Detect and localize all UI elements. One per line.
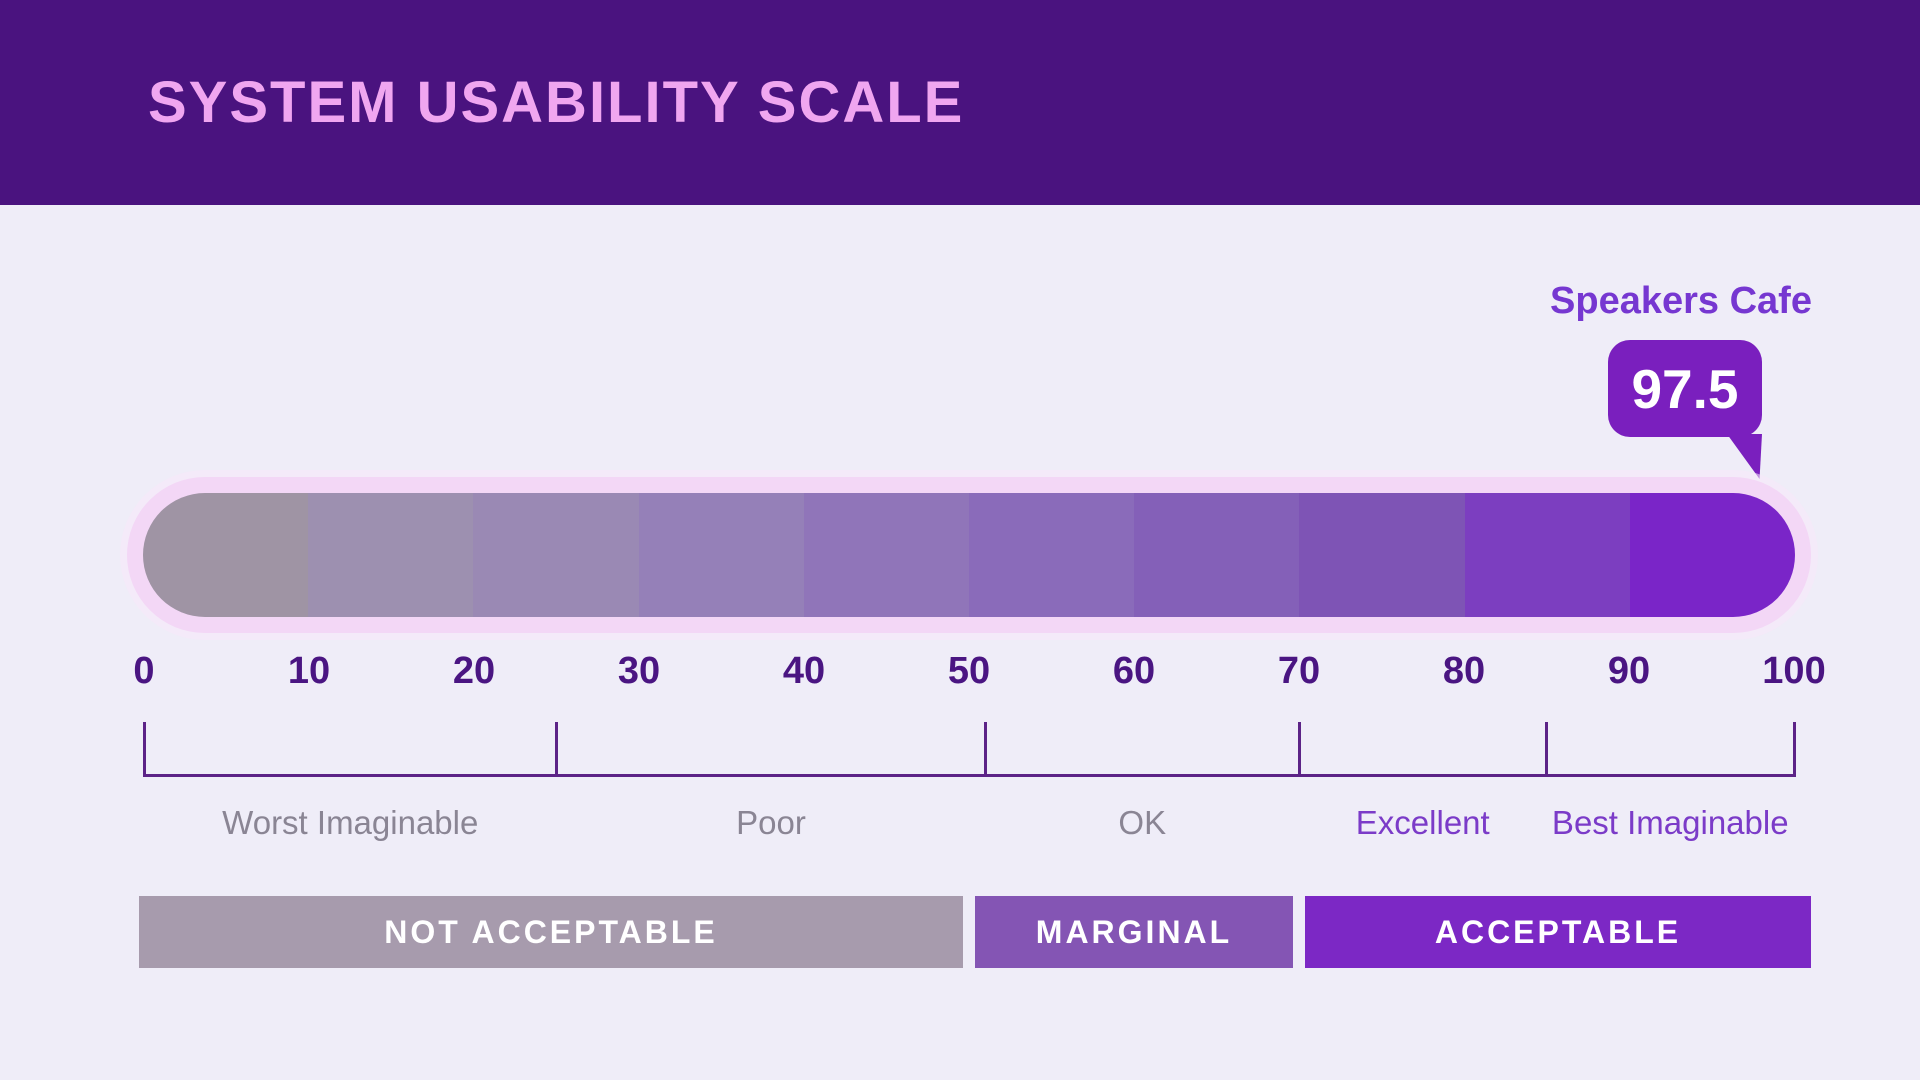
axis-tick-label-50: 50	[947, 650, 991, 692]
zone-bracket-tick-70	[1297, 722, 1301, 777]
axis-tick-label-30: 30	[617, 650, 661, 692]
axis-tick-labels: 0 10 20 30 40 50 60 70 80 90 100	[0, 652, 1920, 694]
scale-segment-10-20	[308, 493, 474, 617]
axis-tick-label-100: 100	[1762, 650, 1826, 692]
scale-track	[143, 493, 1795, 617]
axis-tick-label-0: 0	[133, 650, 155, 692]
axis-tick-label-90: 90	[1607, 650, 1651, 692]
acceptability-bar-label: MARGINAL	[1035, 913, 1233, 950]
scale-track-ring	[127, 477, 1811, 633]
zone-label-best-imaginable: Best Imaginable	[1551, 804, 1789, 841]
score-bubble-tail-icon	[1727, 434, 1762, 479]
zone-label-worst-imaginable: Worst Imaginable	[222, 804, 479, 841]
scale-segment-70-80	[1299, 493, 1465, 617]
score-value: 97.5	[1631, 357, 1739, 420]
axis-tick-label-70: 70	[1277, 650, 1321, 692]
scale-segment-40-50	[803, 493, 970, 617]
acceptability-bar-not-acceptable: NOT ACCEPTABLE	[139, 896, 963, 968]
zone-label-poor: Poor	[736, 804, 806, 841]
axis-tick-label-80: 80	[1442, 650, 1486, 692]
axis-tick-label-10: 10	[287, 650, 331, 692]
scale-segment-90-100	[1629, 493, 1795, 617]
axis-tick-label-40: 40	[782, 650, 826, 692]
zone-bracket-tick-25	[555, 722, 558, 777]
scale-segment-30-40	[638, 493, 804, 617]
zone-bracket-tick-100	[1792, 722, 1796, 777]
zone-bracket-line	[144, 774, 1794, 777]
page-title: SYSTEM USABILITY SCALE	[148, 70, 965, 135]
zone-bracket-tick-0	[142, 722, 146, 777]
acceptability-bar-marginal: MARGINAL	[975, 896, 1293, 968]
scale-segment-80-90	[1464, 493, 1630, 617]
axis-tick-label-20: 20	[452, 650, 496, 692]
scale-segment-60-70	[1134, 493, 1300, 617]
acceptability-bar-acceptable: ACCEPTABLE	[1305, 896, 1811, 968]
scale-segment-0-10	[143, 493, 309, 617]
scale-segment-20-30	[473, 493, 639, 617]
acceptability-bar-label: NOT ACCEPTABLE	[384, 913, 718, 950]
zone-label-excellent: Excellent	[1355, 804, 1490, 841]
score-bubble: 97.5	[1608, 340, 1762, 437]
header-bar: SYSTEM USABILITY SCALE	[0, 0, 1920, 205]
zone-label-ok: OK	[1118, 804, 1167, 841]
zone-bracket-tick-85	[1545, 722, 1548, 777]
acceptability-bar-label: ACCEPTABLE	[1434, 913, 1682, 950]
team-name-label: Speakers Cafe	[1550, 280, 1812, 322]
zone-bracket-tick-51	[984, 722, 987, 777]
axis-tick-label-60: 60	[1112, 650, 1156, 692]
scale-segment-50-60	[969, 493, 1135, 617]
